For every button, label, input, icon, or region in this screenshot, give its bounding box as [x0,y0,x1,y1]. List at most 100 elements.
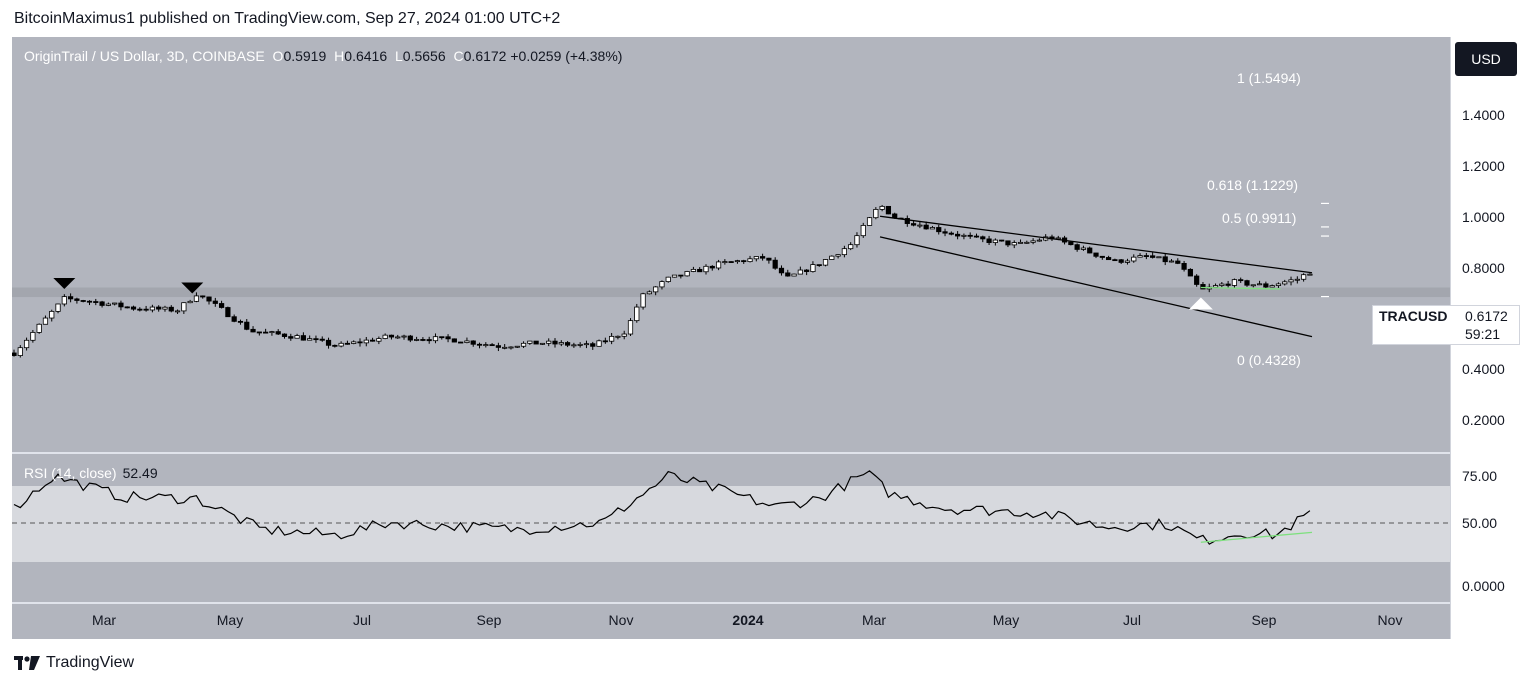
fib-label-0: 0 (0.4328) [1237,352,1301,368]
candle-up [640,293,646,308]
candle-up [1131,256,1137,262]
candle-up [577,343,583,346]
channel-lower-line [879,236,1313,338]
candle-up [596,340,602,347]
candle-up [822,259,829,266]
candle-down [1087,247,1093,254]
candle-up [992,239,998,243]
candle-down [137,308,143,311]
candle-up [1231,279,1238,286]
candle-down [275,331,281,335]
time-tick-year: 2024 [732,612,764,628]
candle-up [615,335,621,338]
candle-down [200,295,206,298]
candle-up [1269,285,1275,288]
candle-up [483,344,489,346]
candle-up [646,291,652,295]
price-chart[interactable] [12,37,1450,639]
candle-up [193,295,200,302]
candle-down [1175,260,1181,264]
price-tick: 1.0000 [1462,209,1505,225]
candle-down [1187,268,1193,277]
candle-down [451,338,457,343]
time-tick: Jul [1123,612,1141,628]
time-tick: Mar [861,612,887,628]
candle-down [785,272,791,277]
candle-up [17,347,23,356]
candle-down [1238,279,1244,282]
candle-up [1256,283,1263,286]
candle-down [955,233,961,237]
candle-down [967,234,973,237]
candle-up [55,303,61,312]
candle-down [1225,283,1231,286]
candle-down [218,303,225,308]
candle-down [407,335,413,341]
candle-down [369,339,376,342]
candle-down [325,339,332,346]
candle-down [816,264,822,267]
down-arrow-marker [53,278,76,290]
candle-up [36,323,42,333]
candle-down [74,298,80,301]
candle-up [30,332,36,341]
legend-open-label: O [272,48,284,64]
legend-open-value: 0.5919 [283,48,327,64]
candle-up [49,310,55,319]
candle-countdown: 59:21 [1465,326,1501,342]
tradingview-logo-icon [14,656,40,670]
candle-down [760,256,766,259]
legend-high-label: H [334,48,345,64]
candle-up [1137,255,1143,258]
candle-down [709,265,715,269]
time-tick: Nov [608,612,634,628]
candle-down [495,345,501,348]
candle-up [1036,239,1042,242]
candle-down [476,343,483,346]
markers-group [53,278,1213,310]
candle-up [571,344,577,347]
candle-up [269,331,275,333]
price-tick: 1.2000 [1462,158,1505,174]
candle-up [1080,247,1087,250]
candle-down [999,239,1005,242]
candle-down [1005,240,1011,246]
candle-down [281,333,288,337]
candle-down [980,236,986,240]
candle-down [766,257,772,261]
rsi-tick: 50.00 [1462,515,1498,531]
candle-down [156,306,162,310]
fib-label-1: 1 (1.5494) [1237,70,1301,86]
candle-down [1093,252,1099,257]
candle-down [357,341,363,344]
candle-down [678,274,684,277]
candle-up [23,339,30,349]
candle-up [841,248,847,256]
candle-up [61,296,67,305]
candle-down [143,308,149,311]
currency-button[interactable]: USD [1455,42,1517,76]
support-zone [12,287,1450,298]
candle-down [118,302,124,308]
candle-up [634,306,640,322]
candle-up [502,346,508,349]
time-tick: May [216,612,244,628]
candle-up [1030,240,1036,243]
rsi-value: 52.49 [122,465,158,481]
descending-channel [879,215,1313,338]
candle-up [1288,279,1294,283]
candle-up [659,281,665,288]
candle-down [256,331,262,334]
candle-up [747,258,753,263]
candle-up [187,300,193,304]
price-tick: 0.4000 [1462,361,1505,377]
candle-up [514,345,520,348]
candles-group [12,204,1313,358]
symbol-legend: OriginTrail / US Dollar, 3D, COINBASE O0… [24,48,622,64]
candle-down [728,261,734,263]
candle-down [772,259,778,269]
candle-up [401,335,407,338]
rsi-tick: 75.00 [1462,468,1498,484]
candle-up [1156,256,1162,259]
candle-down [313,338,319,341]
